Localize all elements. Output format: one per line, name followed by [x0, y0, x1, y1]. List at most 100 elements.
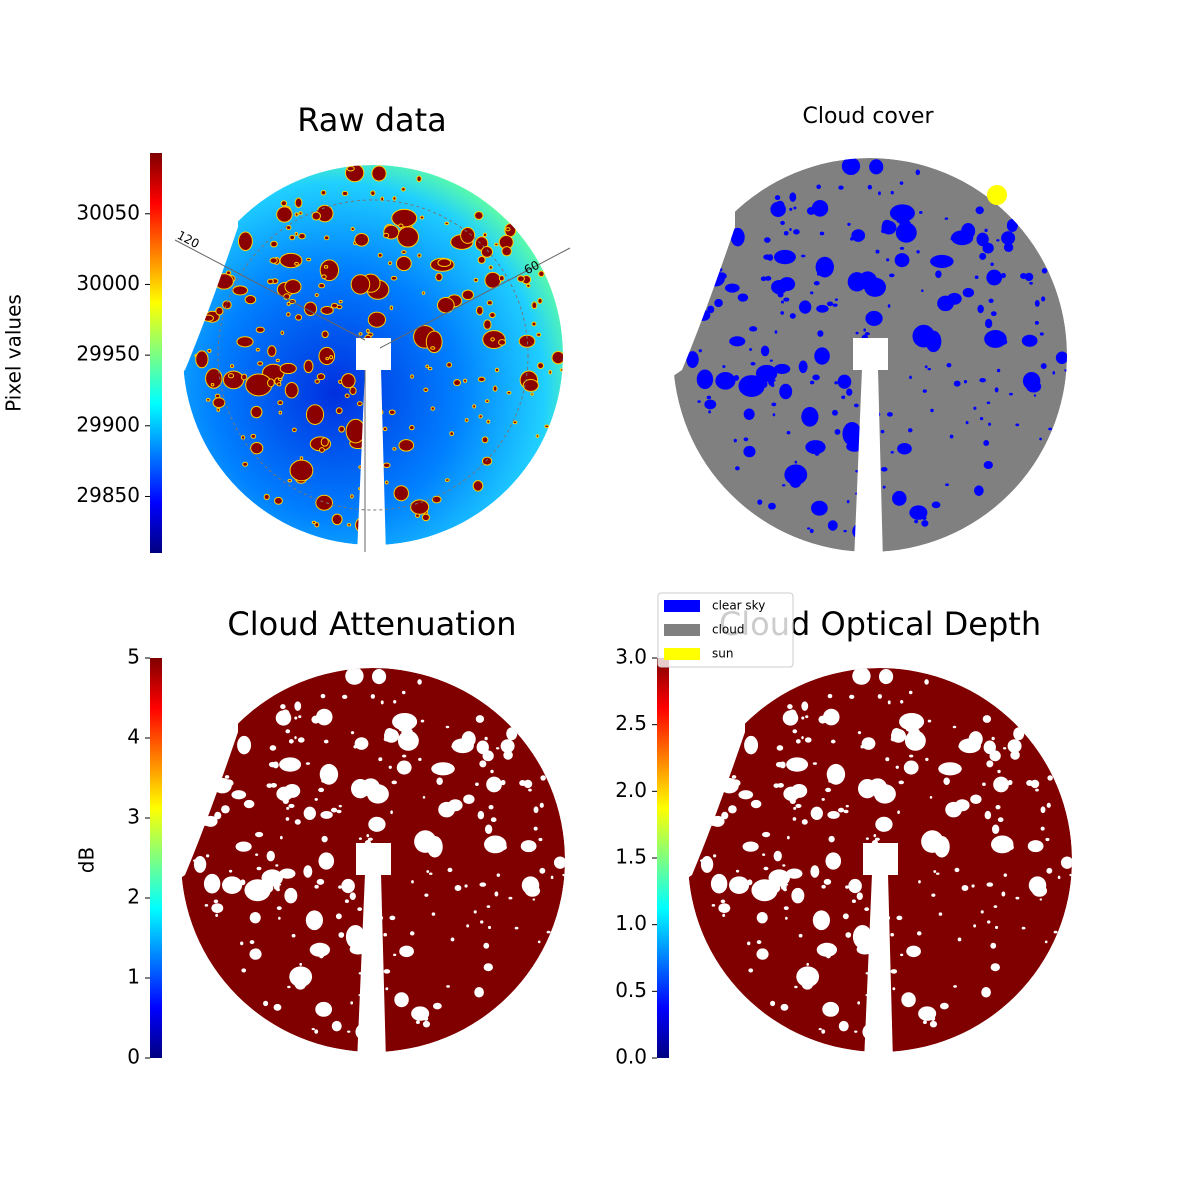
- cloud-blob: [205, 398, 211, 402]
- cloud-blob: [261, 869, 283, 887]
- cloud-blob: [728, 805, 737, 814]
- cloud-blob: [863, 328, 866, 332]
- cloud-blob: [822, 1001, 840, 1017]
- cloud-blob: [266, 783, 273, 788]
- cloud-blob: [848, 878, 862, 894]
- arm-mask: [357, 874, 386, 1062]
- colorbar-tick-label: 0.5: [615, 978, 647, 1002]
- cloud-blob: [937, 295, 954, 312]
- cloud-blob: [294, 212, 299, 217]
- cloud-blob: [225, 270, 232, 276]
- cloud-blob: [266, 884, 274, 893]
- cloud-blob: [777, 782, 784, 788]
- cloud-blob: [216, 407, 221, 412]
- cloud-blob: [1044, 940, 1048, 944]
- cloud-blob: [444, 478, 450, 482]
- cloud-blob: [428, 872, 433, 875]
- cloud-blob: [535, 434, 540, 438]
- cloud-blob: [811, 500, 828, 516]
- cloud-blob: [463, 794, 475, 804]
- cloud-blob: [816, 304, 829, 313]
- cloud-blob: [755, 364, 778, 382]
- cloud-blob: [193, 855, 207, 873]
- cloud-blob: [821, 357, 824, 360]
- cloud-blob: [291, 427, 297, 433]
- legend-swatch: [664, 648, 700, 660]
- cloud-blob: [394, 992, 409, 1008]
- cloud-blob: [320, 437, 329, 447]
- cloud-blob: [706, 395, 712, 400]
- cloud-blob: [1000, 339, 1008, 345]
- cloud-blob: [524, 884, 541, 897]
- cloud-blob: [321, 274, 327, 280]
- cloud-blob: [460, 226, 476, 244]
- cloud-blob: [789, 227, 792, 232]
- cloud-blob: [209, 888, 213, 892]
- cloud-blob: [206, 854, 210, 858]
- cloud-blob: [424, 893, 429, 897]
- cloud-blob: [867, 184, 872, 190]
- cloud-blob: [801, 819, 808, 825]
- cloud-blob: [890, 737, 896, 742]
- cloud-blob: [994, 925, 999, 930]
- polar-grid: [217, 199, 529, 511]
- cloud-blob: [1030, 779, 1040, 789]
- cloud-blob: [214, 811, 222, 820]
- cloud-blob: [749, 326, 758, 332]
- cloud-blob: [397, 226, 419, 248]
- cloud-blob: [713, 854, 717, 858]
- cloud-blob: [395, 255, 412, 272]
- cloud-blob: [825, 852, 842, 870]
- sky-image: [660, 155, 1067, 562]
- cloud-blob: [806, 962, 810, 966]
- cloud-blob: [420, 719, 425, 723]
- cloud-blob: [538, 837, 543, 842]
- cloud-blob: [1001, 891, 1006, 897]
- cloud-blob: [475, 782, 479, 786]
- cloud-blob: [851, 899, 856, 903]
- cloud-blob: [812, 762, 818, 765]
- cloud-blob: [987, 920, 991, 924]
- legend-swatch: [664, 624, 700, 636]
- cloud-blob: [990, 311, 997, 317]
- cloud-blob: [421, 513, 430, 522]
- cloud-blob: [553, 856, 565, 869]
- cloud-blob: [318, 787, 325, 793]
- cloud-blob: [929, 796, 933, 799]
- cloud-blob: [993, 905, 998, 908]
- cloud-blob: [299, 962, 303, 966]
- cloud-blob: [500, 779, 506, 786]
- cloud-blob: [931, 501, 941, 509]
- cloud-blob: [499, 844, 507, 851]
- cloud-blob: [382, 462, 391, 469]
- cloud-blob: [1010, 750, 1020, 760]
- cloud-blob: [828, 779, 833, 783]
- cloud-blob: [490, 337, 495, 342]
- cloud-blob: [793, 206, 797, 210]
- cloud-blob: [508, 896, 513, 900]
- cloud-blob: [396, 760, 412, 775]
- cloud-blob: [806, 206, 816, 215]
- colorbar-tick-label: 1.5: [615, 845, 647, 869]
- cloud-blob: [401, 690, 406, 695]
- cloud-blob: [916, 931, 922, 936]
- cloud-blob: [750, 799, 762, 809]
- cloud-blob: [1007, 779, 1013, 786]
- cloud-blob: [805, 715, 809, 719]
- cloud-blob: [242, 461, 249, 467]
- cloud-blob: [811, 200, 829, 217]
- cloud-blob: [275, 358, 280, 363]
- cloud-blob: [559, 368, 563, 372]
- cloud-blob: [832, 303, 838, 307]
- cloud-blob: [841, 395, 846, 400]
- cloud-blob: [279, 835, 283, 840]
- cloud-blob: [865, 310, 883, 326]
- cloud-blob: [431, 912, 436, 916]
- cloud-blob: [794, 460, 798, 464]
- cloud-blob: [842, 913, 849, 920]
- cloud-blob: [303, 301, 318, 316]
- cloud-blob: [809, 528, 814, 534]
- cloud-blob: [303, 865, 313, 878]
- cloud-blob: [886, 412, 893, 417]
- cloud-blob: [285, 225, 292, 231]
